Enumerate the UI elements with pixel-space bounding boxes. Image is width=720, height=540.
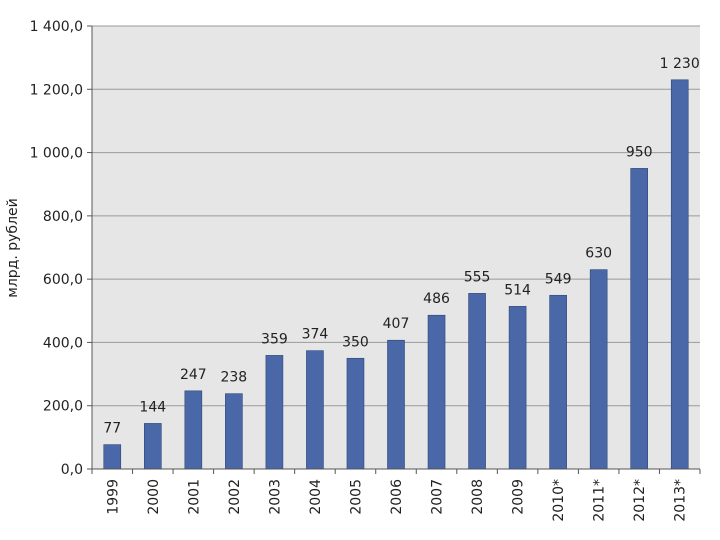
bar bbox=[589, 269, 608, 470]
data-label: 238 bbox=[220, 370, 247, 386]
data-label: 549 bbox=[545, 271, 572, 287]
data-label: 374 bbox=[302, 327, 329, 343]
y-tick-label: 400,0 bbox=[43, 335, 83, 351]
data-label: 630 bbox=[585, 246, 612, 262]
bar bbox=[427, 314, 446, 470]
data-label: 350 bbox=[342, 334, 369, 350]
bar bbox=[103, 444, 122, 470]
bar bbox=[387, 339, 405, 470]
x-tick-label: 2004 bbox=[308, 479, 324, 515]
bar bbox=[670, 79, 689, 470]
x-tick-label: 1999 bbox=[105, 479, 121, 515]
x-tick-label: 2011* bbox=[592, 479, 608, 522]
y-tick-label: 800,0 bbox=[43, 209, 83, 225]
data-labels: 77 144 247 238 359 374 350 407 486 555 514 549 630 95… bbox=[103, 56, 699, 437]
x-tick-label: 2002 bbox=[227, 479, 243, 515]
x-axis-ticks: 1999 2000 2001 2002 2003 2004 2005 2006 2007 2008… bbox=[91, 469, 701, 522]
x-tick-label: 2008 bbox=[470, 479, 486, 515]
x-tick-label: 2009 bbox=[511, 479, 527, 515]
y-tick-label: 600,0 bbox=[43, 272, 83, 288]
data-label: 247 bbox=[180, 367, 207, 383]
bar bbox=[468, 293, 486, 470]
data-label: 486 bbox=[423, 291, 450, 307]
bar bbox=[508, 306, 527, 470]
y-tick-label: 1 200,0 bbox=[30, 82, 83, 98]
y-tick-label: 1 400,0 bbox=[30, 19, 83, 35]
data-label: 77 bbox=[103, 421, 121, 437]
bar bbox=[265, 355, 284, 470]
bar bbox=[144, 423, 162, 470]
data-label: 144 bbox=[139, 399, 166, 415]
x-tick-label: 2013* bbox=[673, 479, 689, 522]
y-axis-title: млрд. рублей bbox=[5, 198, 21, 297]
y-tick-label: 200,0 bbox=[43, 399, 83, 415]
bar bbox=[225, 393, 243, 470]
data-label: 1 230 bbox=[660, 56, 700, 72]
x-tick-label: 2012* bbox=[632, 479, 648, 522]
x-tick-label: 2006 bbox=[389, 479, 405, 515]
data-label: 407 bbox=[383, 316, 410, 332]
data-label: 359 bbox=[261, 331, 288, 347]
bar bbox=[346, 357, 365, 470]
x-tick-label: 2000 bbox=[146, 479, 162, 515]
bars bbox=[103, 79, 689, 470]
data-label: 514 bbox=[504, 282, 531, 298]
x-tick-label: 2001 bbox=[186, 479, 202, 515]
data-label: 555 bbox=[464, 269, 491, 285]
data-label: 950 bbox=[626, 144, 653, 160]
x-tick-label: 2007 bbox=[430, 479, 446, 515]
y-tick-label: 1 000,0 bbox=[30, 146, 83, 162]
y-tick-label: 0,0 bbox=[61, 462, 83, 478]
y-axis-ticks: 0,0 200,0 400,0 600,0 800,0 1 000,0 1 200,0 1 4… bbox=[30, 19, 92, 478]
bar bbox=[549, 294, 567, 470]
x-tick-label: 2010* bbox=[551, 479, 567, 522]
bar bbox=[184, 390, 203, 470]
x-tick-label: 2005 bbox=[348, 479, 364, 515]
bar bbox=[306, 350, 324, 470]
x-tick-label: 2003 bbox=[267, 479, 283, 515]
bar bbox=[630, 168, 649, 470]
